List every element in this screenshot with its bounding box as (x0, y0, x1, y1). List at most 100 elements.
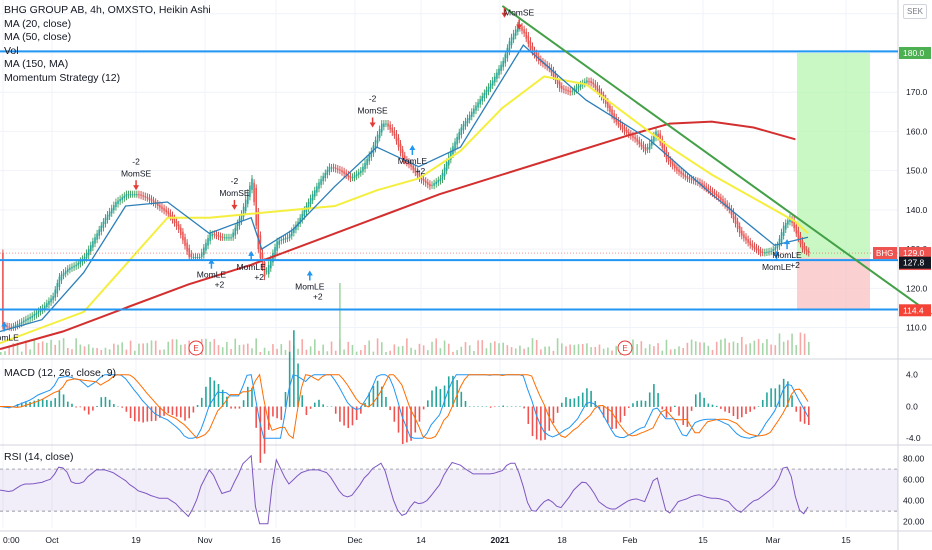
volume-bar (121, 342, 124, 355)
macd-histogram-bar (502, 405, 504, 407)
candle-body (123, 195, 126, 199)
candle-body (512, 33, 515, 40)
candle-body (362, 166, 364, 172)
candle-body (167, 211, 170, 214)
macd-histogram-bar (129, 406, 132, 419)
macd-histogram-bar (142, 406, 144, 423)
candle-body (795, 225, 798, 234)
legend-volume[interactable]: Vol (4, 44, 19, 57)
candle-body (636, 138, 638, 142)
candle-body (380, 123, 383, 133)
candle-body (784, 222, 787, 230)
macd-histogram-bar (749, 406, 751, 412)
currency-label[interactable]: SEK (903, 4, 927, 19)
candle-body (627, 132, 630, 135)
candle-body (255, 187, 257, 226)
macd-legend[interactable]: MACD (12, 26, close, 9) (4, 367, 117, 379)
candle-body (470, 111, 473, 117)
candle-body (23, 320, 25, 323)
candle-body (734, 216, 737, 224)
sell-arrow-icon (516, 24, 523, 30)
volume-bar (133, 350, 136, 355)
volume-bar (569, 344, 571, 355)
candle-body (519, 27, 521, 29)
candle-body (113, 205, 115, 211)
volume-bar (322, 344, 324, 355)
earnings-icon (188, 340, 204, 356)
trendline (501, 5, 932, 316)
macd-histogram-bar (782, 378, 785, 407)
macd-tick-label: 0.0 (906, 401, 918, 411)
candle-body (75, 264, 77, 267)
macd-histogram-bar (761, 399, 764, 407)
candle-body (621, 125, 624, 130)
macd-histogram-bar (787, 381, 789, 407)
candle-body (339, 169, 341, 171)
buy-arrow-icon (248, 250, 255, 256)
candle-body (743, 234, 745, 239)
earnings-label: E (622, 344, 627, 353)
candle-body (479, 99, 481, 105)
macd-histogram-bar (464, 400, 467, 407)
candle-body (247, 192, 249, 204)
volume-bar (540, 349, 542, 355)
candle-body (87, 249, 90, 256)
candle-body (772, 249, 775, 252)
macd-histogram-bar (288, 351, 291, 407)
volume-bar (477, 340, 479, 355)
macd-tick-label: -4.0 (906, 433, 921, 443)
macd-histogram-bar (565, 397, 567, 407)
candle-body (588, 81, 590, 83)
candle-body (803, 245, 806, 251)
candle-body (468, 114, 471, 120)
volume-bar (439, 348, 442, 355)
macd-histogram-bar (669, 406, 672, 412)
legend-ma20[interactable]: MA (20, close) (4, 17, 72, 30)
macd-histogram-bar (657, 393, 659, 407)
candle-body (711, 190, 714, 194)
candle-body (410, 163, 412, 167)
macd-histogram-bar (334, 406, 337, 414)
candle-body (780, 232, 783, 243)
candle-body (223, 237, 226, 239)
candle-body (85, 253, 88, 259)
candle-body (110, 208, 113, 214)
candle-body (579, 84, 582, 87)
candle-body (100, 225, 103, 232)
candle-body (682, 172, 685, 176)
candle-body (745, 236, 747, 241)
macd-histogram-bar (62, 394, 65, 407)
volume-bar (138, 343, 140, 355)
volume-bar (607, 347, 609, 355)
volume-bar (159, 349, 161, 355)
legend-ma50[interactable]: MA (50, close) (4, 31, 72, 43)
candle-body (722, 199, 724, 203)
rsi-legend[interactable]: RSI (14, close) (4, 451, 74, 463)
macd-histogram-bar (418, 406, 421, 422)
volume-bar (96, 348, 98, 355)
macd-histogram-bar (535, 406, 538, 440)
candle-body (466, 118, 469, 124)
candle-body (175, 221, 178, 227)
candle-body (198, 256, 201, 258)
macd-histogram-bar (602, 406, 605, 418)
volume-bar (297, 348, 299, 355)
candle-body (619, 122, 622, 127)
candle-body (720, 197, 722, 201)
candle-body (458, 132, 461, 140)
signal-note: -2 (369, 94, 377, 104)
volume-bar (389, 350, 391, 355)
legend-ma150[interactable]: MA (150, MA) (4, 58, 69, 70)
candle-body (529, 40, 532, 50)
macd-histogram-bar (20, 402, 23, 407)
volume-bar (41, 341, 44, 355)
volume-bar (234, 338, 237, 355)
volume-bar (313, 339, 316, 355)
macd-histogram-bar (322, 404, 324, 407)
candle-body (234, 227, 237, 236)
legend-momentum[interactable]: Momentum Strategy (12) (4, 71, 121, 84)
volume-bar (753, 340, 756, 355)
candle-body (797, 230, 800, 239)
candle-body (196, 256, 199, 258)
